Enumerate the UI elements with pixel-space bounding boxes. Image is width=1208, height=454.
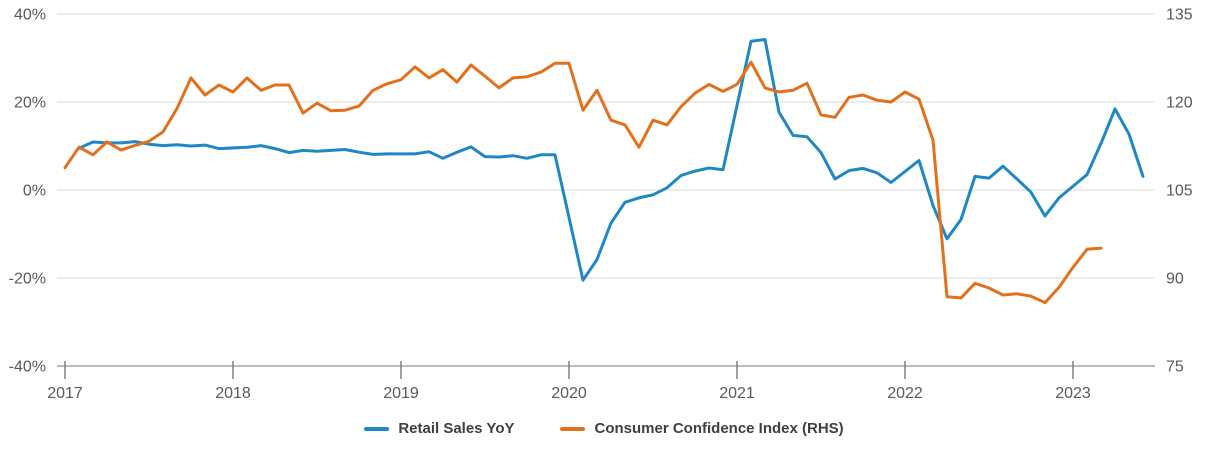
chart-legend: Retail Sales YoY Consumer Confidence Ind… [0,420,1208,437]
y-axis-left-tick-label: -20% [9,271,46,288]
consumer-confidence-line [63,60,1103,305]
legend-item-retail-sales[interactable]: Retail Sales YoY [364,420,514,437]
y-axis-right-tick-label: 105 [1166,183,1193,200]
y-axis-right-tick-label: 90 [1166,271,1184,288]
y-axis-right-tick-label: 120 [1166,95,1193,112]
x-axis-tick-label: 2019 [383,385,419,402]
consumer-confidence-swatch-icon [560,426,586,431]
x-axis-tick-label: 2018 [215,385,251,402]
x-axis-tick-label: 2017 [47,385,83,402]
y-axis-right-tick-label: 75 [1166,359,1184,376]
x-axis-tick-label: 2020 [551,385,587,402]
retail-sales-line [77,38,1145,282]
y-axis-left-tick-label: 20% [14,95,46,112]
y-axis-left-tick-label: 0% [23,183,46,200]
retail-sales-swatch-icon [364,426,390,431]
legend-label-retail-sales: Retail Sales YoY [398,420,515,437]
y-axis-left-tick-label: -40% [9,359,46,376]
x-axis-tick-label: 2021 [719,385,755,402]
y-axis-left-tick-label: 40% [14,7,46,24]
x-axis-tick-label: 2022 [887,385,923,402]
x-axis-tick-label: 2023 [1055,385,1091,402]
legend-item-consumer-confidence[interactable]: Consumer Confidence Index (RHS) [560,420,844,437]
y-axis-right-tick-label: 135 [1166,7,1193,24]
legend-label-consumer-confidence: Consumer Confidence Index (RHS) [594,420,844,437]
